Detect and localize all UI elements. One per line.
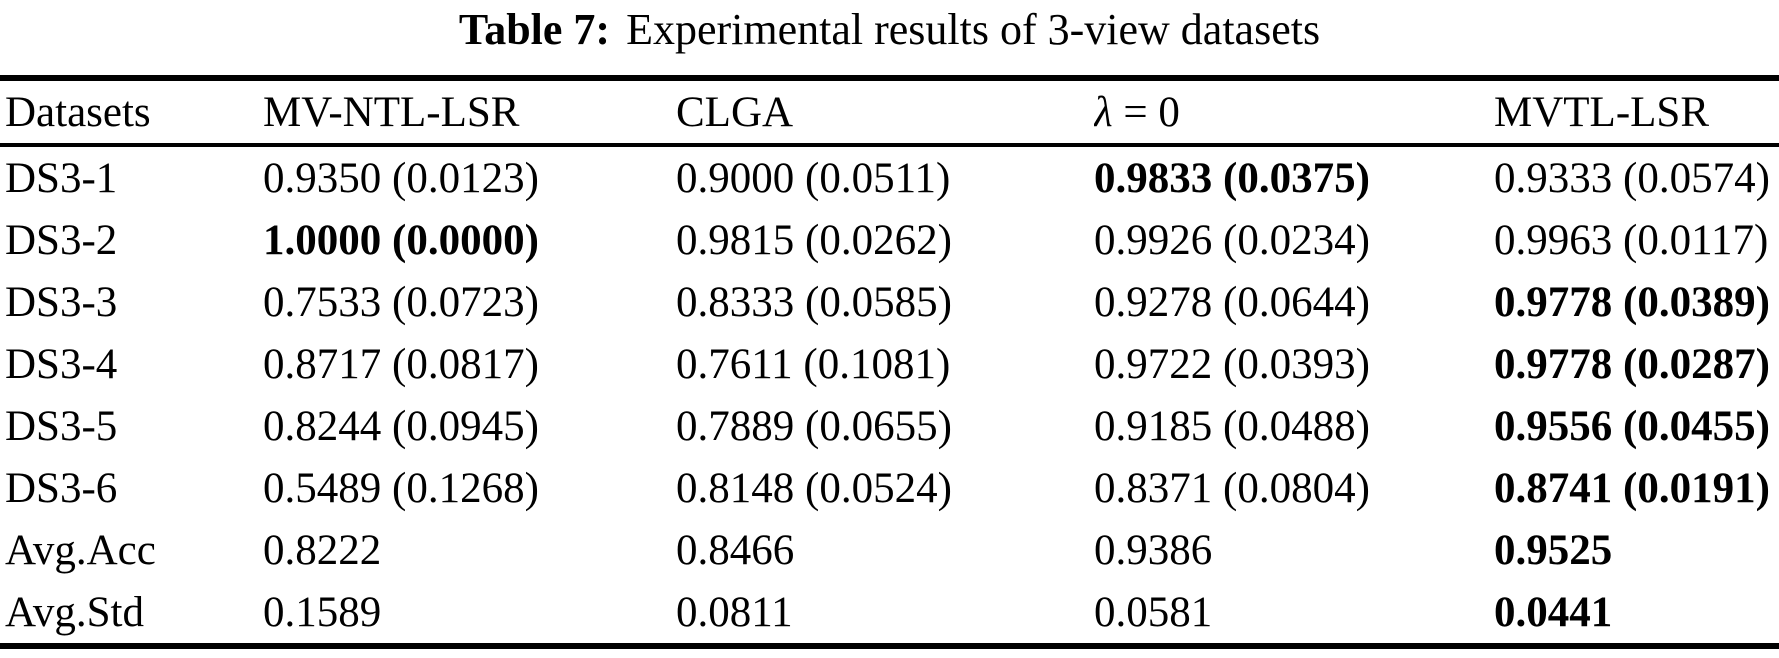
caption-text: Experimental results of 3-view datasets <box>626 5 1321 54</box>
table-caption: Table 7: Experimental results of 3-view d… <box>0 2 1779 57</box>
result-cell: 0.0581 <box>1094 588 1213 636</box>
column-header-clga: CLGA <box>676 78 1094 147</box>
table-row-avg-std: Avg.Std 0.1589 0.0811 0.0581 0.0441 <box>0 581 1779 646</box>
dataset-label: DS3-5 <box>5 402 118 450</box>
result-cell: 0.9185 (0.0488) <box>1094 402 1370 450</box>
result-cell: 0.9963 (0.0117) <box>1494 216 1769 264</box>
dataset-label: Avg.Acc <box>5 526 156 574</box>
results-table: Datasets MV-NTL-LSR CLGA λ = 0 MVTL-LSR … <box>0 75 1779 649</box>
result-cell: 0.9556 (0.0455) <box>1494 402 1770 450</box>
result-cell: 0.7533 (0.0723) <box>263 278 539 326</box>
result-cell: 1.0000 (0.0000) <box>263 216 539 264</box>
column-header-mvtl-lsr: MVTL-LSR <box>1494 78 1779 147</box>
result-cell: 0.9350 (0.0123) <box>263 154 539 202</box>
result-cell: 0.7611 (0.1081) <box>676 340 951 388</box>
result-cell: 0.0441 <box>1494 588 1613 636</box>
result-cell: 0.8741 (0.0191) <box>1494 464 1770 512</box>
table-row-ds3-4: DS3-4 0.8717 (0.0817) 0.7611 (0.1081) 0.… <box>0 333 1779 395</box>
dataset-label: DS3-1 <box>5 154 118 202</box>
column-header-datasets: Datasets <box>0 78 263 147</box>
result-cell: 0.8466 <box>676 526 795 574</box>
result-cell: 0.8333 (0.0585) <box>676 278 952 326</box>
result-cell: 0.9926 (0.0234) <box>1094 216 1370 264</box>
column-header-mv-ntl-lsr: MV-NTL-LSR <box>263 78 676 147</box>
result-cell: 0.1589 <box>263 588 382 636</box>
result-cell: 0.9000 (0.0511) <box>676 154 951 202</box>
result-cell: 0.9386 <box>1094 526 1213 574</box>
result-cell: 0.8148 (0.0524) <box>676 464 952 512</box>
dataset-label: DS3-6 <box>5 464 118 512</box>
result-cell: 0.0811 <box>676 588 793 636</box>
dataset-label: DS3-2 <box>5 216 118 264</box>
column-header-lambda-0: λ = 0 <box>1094 78 1494 147</box>
result-cell: 0.9278 (0.0644) <box>1094 278 1370 326</box>
dataset-label: DS3-3 <box>5 278 118 326</box>
lambda-symbol: λ <box>1094 88 1113 136</box>
result-cell: 0.9525 <box>1494 526 1613 574</box>
table-row-ds3-3: DS3-3 0.7533 (0.0723) 0.8333 (0.0585) 0.… <box>0 271 1779 333</box>
table-row-ds3-1: DS3-1 0.9350 (0.0123) 0.9000 (0.0511) 0.… <box>0 145 1779 209</box>
table-row-avg-acc: Avg.Acc 0.8222 0.8466 0.9386 0.9525 <box>0 519 1779 581</box>
table-row-ds3-5: DS3-5 0.8244 (0.0945) 0.7889 (0.0655) 0.… <box>0 395 1779 457</box>
result-cell: 0.8244 (0.0945) <box>263 402 539 450</box>
table-row-ds3-2: DS3-2 1.0000 (0.0000) 0.9815 (0.0262) 0.… <box>0 209 1779 271</box>
lambda-rest: = 0 <box>1112 88 1180 136</box>
result-cell: 0.9778 (0.0287) <box>1494 340 1770 388</box>
result-cell: 0.9333 (0.0574) <box>1494 154 1770 202</box>
result-cell: 0.8717 (0.0817) <box>263 340 539 388</box>
result-cell: 0.8222 <box>263 526 382 574</box>
result-cell: 0.8371 (0.0804) <box>1094 464 1370 512</box>
result-cell: 0.9778 (0.0389) <box>1494 278 1770 326</box>
result-cell: 0.5489 (0.1268) <box>263 464 539 512</box>
header-row: Datasets MV-NTL-LSR CLGA λ = 0 MVTL-LSR <box>0 78 1779 147</box>
result-cell: 0.9833 (0.0375) <box>1094 154 1370 202</box>
dataset-label: DS3-4 <box>5 340 118 388</box>
caption-label: Table 7: <box>458 5 611 54</box>
result-cell: 0.9722 (0.0393) <box>1094 340 1370 388</box>
dataset-label: Avg.Std <box>5 588 144 636</box>
result-cell: 0.7889 (0.0655) <box>676 402 952 450</box>
result-cell: 0.9815 (0.0262) <box>676 216 952 264</box>
table-row-ds3-6: DS3-6 0.5489 (0.1268) 0.8148 (0.0524) 0.… <box>0 457 1779 519</box>
